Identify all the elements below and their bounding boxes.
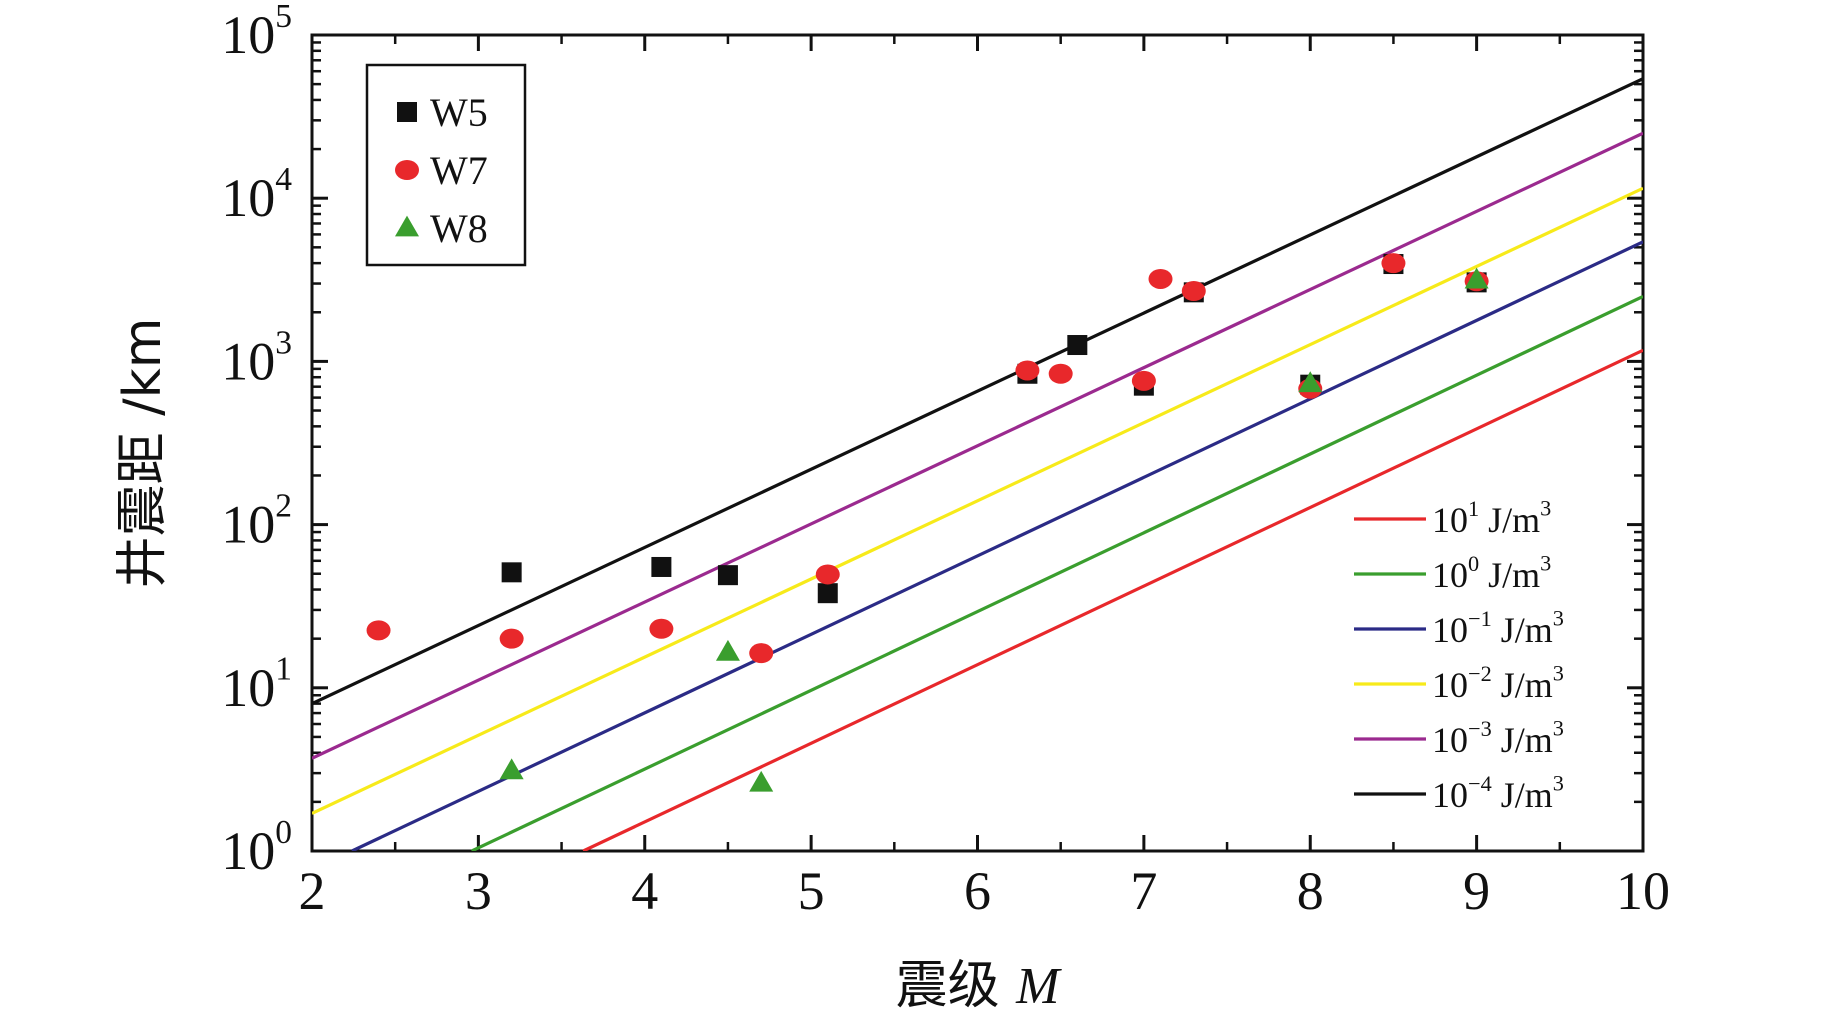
x-tick-label: 4 (631, 861, 658, 921)
data-point-w5 (717, 565, 738, 586)
data-point-w7 (815, 564, 840, 585)
energy-line (471, 295, 1643, 851)
points-layer (366, 253, 1489, 792)
data-point-w5 (651, 556, 672, 577)
lines-layer (312, 77, 1643, 851)
x-tick-label: 10 (1616, 861, 1670, 921)
energy-line (312, 131, 1643, 760)
data-point-w8 (499, 758, 524, 780)
legend-marker-w7 (395, 160, 419, 180)
x-tick-label: 3 (465, 861, 492, 921)
data-point-w8 (749, 770, 774, 792)
y-tick-label: 104 (221, 161, 292, 228)
x-axis-title: 震级 M (896, 956, 1063, 1016)
marker-legend-box (365, 63, 527, 267)
legend-line-label: 101 J/m3 (1432, 496, 1551, 540)
data-point-w7 (1015, 360, 1040, 381)
energy-line (312, 77, 1643, 706)
legend-label-w5: W5 (430, 90, 488, 135)
data-point-w7 (649, 618, 674, 639)
axes-layer: 2 3 4 5 6 7 8 9 10 100 101 102 103 104 105 (221, 0, 1670, 921)
legend-line-label: 10−4 J/m3 (1432, 771, 1564, 815)
legend-layer: W5 W7 W8 101 J/m3 100 J/m3 10−1 J/m3 10−2 J/m3… (365, 63, 1564, 815)
legend-line-label: 10−3 J/m3 (1432, 716, 1564, 760)
y-axis-title: 井震距 /km (113, 318, 173, 589)
energy-line (351, 240, 1643, 851)
data-point-w5 (817, 583, 838, 604)
data-point-w5 (1067, 335, 1088, 356)
data-point-w7 (1381, 253, 1406, 274)
y-tick-label: 102 (221, 487, 292, 554)
x-tick-label: 5 (798, 861, 825, 921)
data-point-w7 (1048, 363, 1073, 384)
x-tick-label: 6 (964, 861, 991, 921)
legend-line-label: 10−2 J/m3 (1432, 661, 1564, 705)
legend-marker-w5 (397, 102, 417, 122)
data-point-w7 (1181, 281, 1206, 302)
legend-marker-w8 (395, 215, 419, 237)
data-point-w7 (1148, 268, 1173, 289)
energy-line (312, 186, 1643, 815)
data-point-w8 (1464, 267, 1489, 289)
data-point-w8 (715, 639, 740, 661)
data-point-w8 (1298, 371, 1323, 393)
data-point-w7 (749, 643, 774, 664)
energy-line (582, 348, 1643, 851)
labels-layer: 震级 M 井震距 /km (113, 318, 1062, 1016)
data-point-w7 (1131, 370, 1156, 391)
legend-label-w7: W7 (430, 148, 488, 193)
x-tick-label: 8 (1297, 861, 1324, 921)
y-tick-label: 105 (221, 0, 292, 65)
legend-line-label: 100 J/m3 (1432, 551, 1551, 595)
x-tick-label: 9 (1463, 861, 1490, 921)
y-tick-label: 100 (221, 814, 292, 881)
data-point-w7 (499, 628, 524, 649)
legend-label-w8: W8 (430, 206, 488, 251)
y-tick-label: 103 (221, 324, 292, 391)
x-tick-label: 7 (1130, 861, 1157, 921)
data-point-w5 (501, 562, 522, 583)
y-tick-label: 101 (221, 651, 292, 718)
data-point-w7 (366, 620, 391, 641)
x-tick-label: 2 (299, 861, 326, 921)
legend-line-label: 10−1 J/m3 (1432, 606, 1564, 650)
